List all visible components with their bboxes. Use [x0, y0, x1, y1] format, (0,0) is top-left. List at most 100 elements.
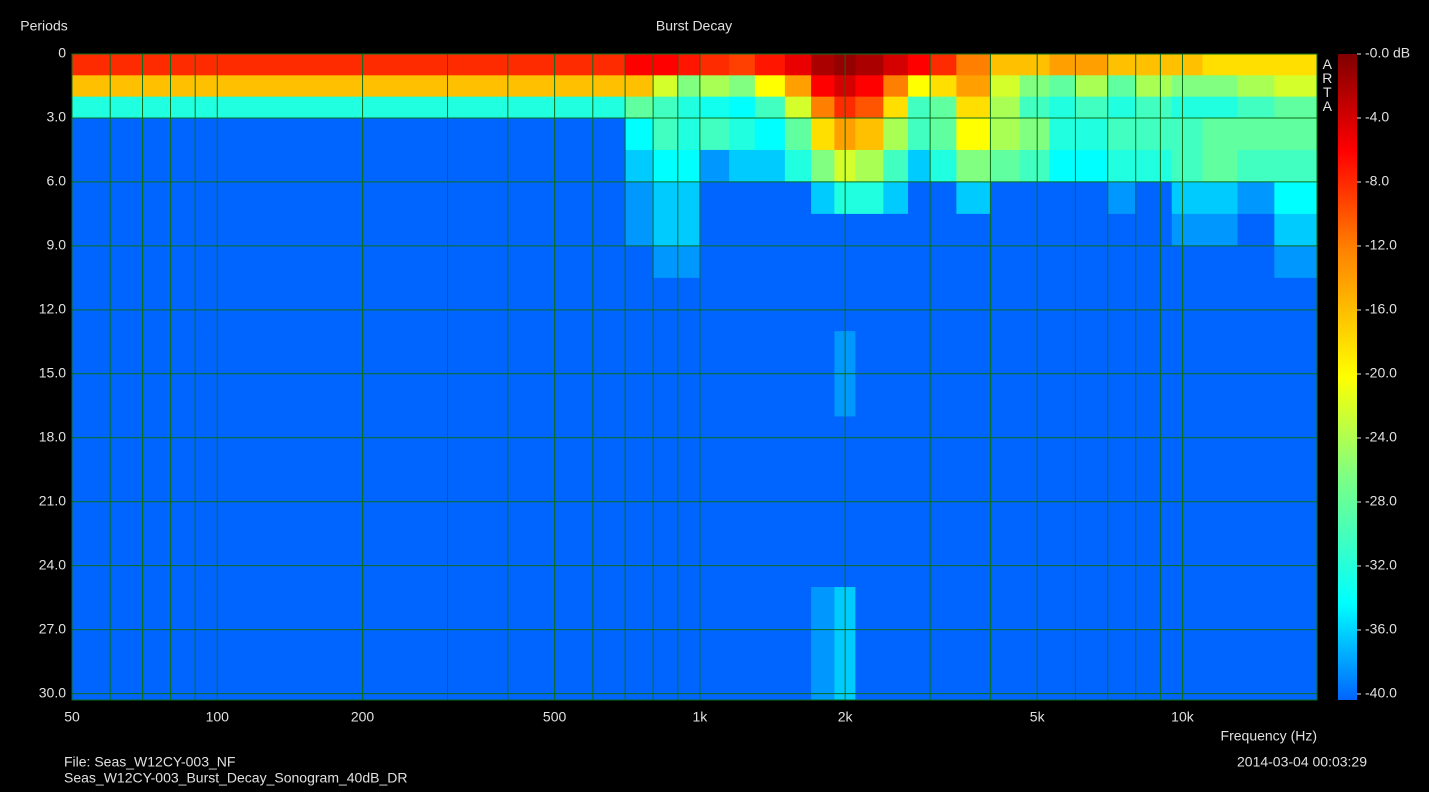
heatmap-cell: [956, 213, 991, 247]
heatmap-cell: [653, 75, 679, 98]
heatmap-cell: [855, 181, 884, 215]
y-tick-label: 27.0: [39, 620, 66, 636]
heatmap-cell: [1019, 213, 1050, 247]
heatmap-cell: [908, 181, 931, 215]
heatmap-cell: [990, 75, 1021, 98]
heatmap-cell: [990, 181, 1021, 215]
heatmap-cell: [811, 75, 835, 98]
heatmap-cell: [1075, 181, 1109, 215]
heatmap-cell: [72, 213, 626, 247]
heatmap-cell: [1202, 277, 1238, 332]
heatmap-cell: [1019, 181, 1050, 215]
heatmap-cell: [1202, 117, 1238, 151]
heatmap-cell: [930, 54, 957, 76]
colorbar-tick-label: -36.0: [1365, 621, 1397, 637]
heatmap-cell: [1274, 587, 1318, 701]
heatmap-cell: [956, 587, 991, 701]
heatmap-cell: [677, 277, 701, 332]
heatmap-cell: [1019, 245, 1050, 279]
colorbar-tick-label: -0.0 dB: [1365, 45, 1410, 61]
heatmap-cell: [625, 213, 654, 247]
heatmap-cell: [677, 149, 701, 183]
heatmap-cell: [754, 181, 786, 215]
heatmap-cell: [72, 149, 626, 183]
heatmap-cell: [699, 277, 730, 332]
heatmap-cell: [1237, 587, 1275, 701]
heatmap-cell: [855, 96, 884, 119]
heatmap-cell: [653, 245, 679, 279]
heatmap-cell: [1049, 245, 1076, 279]
heatmap-cell: [625, 181, 654, 215]
watermark: ARTA: [1319, 56, 1335, 112]
heatmap-cell: [677, 54, 701, 76]
heatmap-cell: [784, 181, 812, 215]
heatmap-cell: [956, 181, 991, 215]
y-tick-label: 0: [58, 45, 66, 61]
heatmap-cell: [990, 213, 1021, 247]
heatmap-cell: [784, 245, 812, 279]
heatmap-cell: [729, 245, 756, 279]
heatmap-cell: [699, 54, 730, 76]
heatmap-cell: [653, 54, 679, 76]
heatmap-cell: [930, 96, 957, 119]
heatmap-cell: [855, 149, 884, 183]
heatmap-cell: [677, 213, 701, 247]
heatmap-cell: [855, 277, 884, 332]
heatmap-cell: [990, 96, 1021, 119]
x-tick-label: 50: [64, 709, 80, 725]
heatmap-cell: [1171, 587, 1203, 701]
heatmap-cell: [1171, 117, 1203, 151]
y-tick-label: 12.0: [39, 301, 66, 317]
heatmap-cell: [811, 117, 835, 151]
heatmap-cell: [699, 181, 730, 215]
heatmap-cell: [1135, 75, 1173, 98]
heatmap-cell: [990, 587, 1021, 701]
heatmap-cell: [1237, 54, 1275, 76]
heatmap-cell: [1049, 117, 1076, 151]
heatmap-cell: [1075, 117, 1109, 151]
heatmap-cell: [653, 149, 679, 183]
heatmap-cell: [784, 277, 812, 332]
heatmap-cell: [930, 277, 957, 332]
y-tick-label: 18.0: [39, 428, 66, 444]
heatmap-cell: [625, 245, 654, 279]
heatmap-cell: [908, 54, 931, 76]
heatmap-cell: [1202, 587, 1238, 701]
heatmap-cell: [729, 117, 756, 151]
plot-border: [71, 53, 1318, 701]
heatmap-cell: [956, 54, 991, 76]
heatmap-cell: [699, 587, 730, 701]
heatmap-cell: [1107, 277, 1137, 332]
x-tick-label: 5k: [1030, 709, 1046, 725]
heatmap-cell: [1274, 75, 1318, 98]
colorbar-tick-label: -32.0: [1365, 557, 1397, 573]
heatmap-cell: [1171, 181, 1203, 215]
heatmap-cell: [699, 75, 730, 98]
heatmap-cell: [653, 117, 679, 151]
heatmap-cell: [754, 96, 786, 119]
heatmap-cell: [1135, 245, 1173, 279]
heatmap-cell: [811, 213, 835, 247]
x-tick-label: 500: [543, 709, 567, 725]
heatmap-cell: [729, 149, 756, 183]
heatmap-cell: [1237, 117, 1275, 151]
heatmap-cell: [956, 149, 991, 183]
heatmap-cell: [1019, 96, 1050, 119]
heatmap-cell: [677, 96, 701, 119]
heatmap-cell: [1107, 117, 1137, 151]
heatmap-cell: [625, 587, 654, 701]
heatmap-cell: [72, 96, 626, 119]
heatmap-cell: [883, 54, 909, 76]
heatmap-cell: [1135, 277, 1173, 332]
heatmap-cell: [1171, 54, 1203, 76]
heatmap-cell: [1135, 117, 1173, 151]
heatmap-cell: [883, 149, 909, 183]
heatmap-cell: [1049, 181, 1076, 215]
heatmap-cell: [729, 277, 756, 332]
heatmap-cell: [72, 277, 626, 332]
heatmap-cell: [653, 96, 679, 119]
heatmap-cell: [677, 75, 701, 98]
heatmap-cell: [784, 117, 812, 151]
heatmap-cell: [883, 587, 909, 701]
